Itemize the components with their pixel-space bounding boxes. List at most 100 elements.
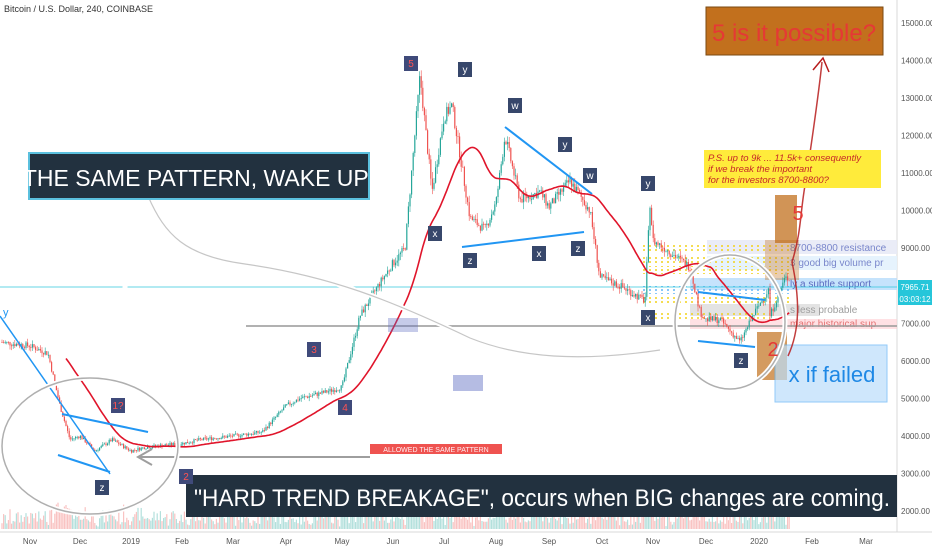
time-tick-label: Nov — [23, 537, 37, 546]
volume-bar — [116, 521, 118, 529]
volume-bar — [564, 513, 566, 529]
volume-bar — [195, 521, 197, 529]
volume-bar — [118, 510, 120, 529]
volume-bar — [11, 523, 13, 529]
candle-body — [180, 444, 182, 446]
volume-bar — [719, 520, 721, 529]
volume-bar — [215, 518, 217, 529]
volume-bar — [711, 512, 713, 529]
volume-bar — [758, 524, 760, 529]
time-tick-label: Mar — [226, 537, 240, 546]
candle-body — [508, 141, 510, 149]
volume-bar — [139, 520, 141, 529]
volume-bar — [783, 511, 785, 529]
volume-bar — [395, 517, 397, 529]
candle-body — [211, 437, 213, 441]
volume-bar — [665, 526, 667, 529]
volume-bar — [252, 520, 254, 529]
trendline-recent-bottom — [697, 340, 756, 348]
volume-bar — [543, 517, 545, 529]
candle-body — [764, 297, 766, 302]
left-edge-label: y — [3, 307, 9, 319]
volume-bar — [513, 515, 515, 529]
volume-bar — [590, 523, 592, 529]
candle-body — [644, 296, 646, 303]
volume-bar — [260, 515, 262, 529]
five-possible-text: 5 is it possible? — [712, 20, 876, 47]
time-tick-label: Sep — [542, 537, 557, 546]
candle-body — [67, 426, 69, 431]
candle-body — [321, 390, 323, 394]
volume-bar — [470, 522, 472, 529]
candle-body — [492, 211, 494, 215]
volume-bar — [715, 521, 717, 529]
candle-body — [515, 175, 517, 177]
volume-bar — [4, 515, 6, 529]
candle-body — [436, 164, 438, 168]
volume-bar — [235, 525, 237, 529]
candle-body — [540, 190, 542, 192]
volume-bar — [563, 510, 565, 529]
volume-bar — [710, 521, 712, 529]
faded-label-2: 3 good big volume pr — [790, 258, 884, 269]
volume-bar — [191, 516, 193, 529]
volume-bar — [430, 505, 432, 529]
candle-body — [54, 374, 56, 383]
candle-body — [441, 131, 443, 139]
volume-bar — [508, 517, 510, 529]
candle-body — [319, 392, 321, 394]
volume-bar — [660, 517, 662, 529]
volume-bar — [548, 522, 550, 529]
wave-label-box — [558, 137, 572, 152]
candle-body — [783, 278, 785, 283]
candle-body — [265, 427, 267, 431]
candle-body — [767, 288, 769, 295]
candle-body — [396, 260, 398, 263]
candle-body — [35, 347, 37, 350]
candle-body — [145, 448, 147, 450]
candle-body — [507, 141, 509, 145]
candle-body — [609, 278, 611, 281]
volume-bar — [44, 511, 46, 529]
volume-bar — [692, 510, 694, 529]
volume-bar — [735, 520, 737, 529]
candle-body — [566, 180, 568, 183]
candle-body — [435, 167, 437, 183]
candle-body — [135, 450, 137, 451]
volume-bar — [686, 516, 688, 529]
volume-bar — [300, 524, 302, 529]
candle-body — [743, 332, 745, 338]
volume-bar — [743, 514, 745, 529]
candle-body — [271, 419, 273, 425]
candle-body — [44, 351, 46, 355]
x-if-failed-text: x if failed — [789, 362, 876, 387]
candle-body — [431, 178, 433, 189]
volume-bar — [534, 514, 536, 529]
volume-bar — [207, 514, 209, 529]
volume-bar — [220, 516, 222, 529]
candle-body — [231, 435, 233, 437]
candle-body — [36, 349, 38, 351]
zones: 8700-8800 resistance 3 good big volume p… — [640, 240, 897, 330]
volume-bar — [455, 508, 457, 529]
candle-body — [164, 444, 166, 446]
volume-bar — [542, 521, 544, 529]
volume-bar — [388, 522, 390, 529]
volume-bar — [337, 519, 339, 529]
candle-body — [383, 276, 385, 280]
volume-bar — [748, 517, 750, 529]
candle-body — [46, 351, 48, 355]
wave-label: 2 — [183, 472, 189, 483]
candle-body — [601, 274, 603, 278]
candle-body — [33, 344, 35, 348]
candle-body — [513, 166, 515, 176]
volume-bar — [39, 518, 41, 529]
volume-bar — [487, 518, 489, 529]
candle-body — [417, 94, 419, 112]
candle-body — [27, 342, 29, 346]
candle-body — [516, 175, 518, 185]
candle-body — [471, 216, 473, 221]
candle-body — [99, 447, 101, 451]
candle-body — [228, 435, 230, 437]
